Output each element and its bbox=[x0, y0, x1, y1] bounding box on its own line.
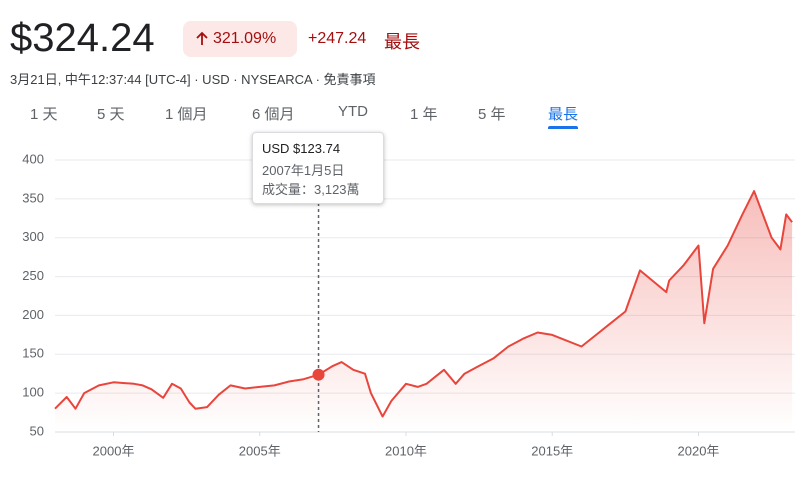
price-line bbox=[54, 190, 793, 418]
tooltip-price: USD $123.74 bbox=[262, 141, 341, 156]
change-badge: 321.09% bbox=[183, 21, 297, 57]
x-tick-label: 2020年 bbox=[678, 443, 720, 458]
range-label: 最長 bbox=[384, 32, 420, 52]
subline: 3月21日, 中午12:37:44 [UTC-4] · USD · NYSEAR… bbox=[10, 72, 376, 87]
y-tick-label: 350 bbox=[22, 190, 44, 205]
tab[interactable]: 1 個月 bbox=[165, 106, 208, 123]
y-tick-label: 150 bbox=[22, 346, 44, 361]
tab[interactable]: 6 個月 bbox=[252, 106, 295, 123]
tab[interactable]: 1 天 bbox=[30, 106, 58, 123]
x-tick-label: 2000年 bbox=[93, 443, 135, 458]
change: +247.24 bbox=[308, 30, 367, 47]
y-tick-label: 200 bbox=[22, 307, 44, 322]
area bbox=[55, 191, 793, 432]
y-tick-label: 300 bbox=[22, 229, 44, 244]
y-tick-label: 50 bbox=[30, 423, 44, 438]
x-tick-label: 2015年 bbox=[531, 443, 573, 458]
tooltip: USD $123.74 2007年1月5日 成交量：3,123萬 bbox=[252, 132, 384, 204]
tooltip-date: 2007年1月5日 bbox=[262, 163, 345, 178]
tab-underline bbox=[548, 126, 578, 129]
tab[interactable]: 5 天 bbox=[97, 106, 125, 123]
x-tick-label: 2005年 bbox=[239, 443, 281, 458]
price: $324.24 bbox=[10, 16, 155, 60]
x-tick-label: 2010年 bbox=[385, 443, 427, 458]
y-tick-label: 250 bbox=[22, 268, 44, 283]
y-tick-label: 400 bbox=[22, 151, 44, 166]
up-arrow bbox=[196, 31, 208, 45]
hover-point bbox=[312, 368, 325, 381]
change-percent: 321.09% bbox=[213, 30, 277, 47]
tooltip-volume: 成交量：3,123萬 bbox=[262, 182, 360, 197]
tab[interactable]: 1 年 bbox=[410, 106, 438, 123]
tab[interactable]: 最長 bbox=[548, 106, 579, 123]
tab[interactable]: YTD bbox=[338, 103, 368, 120]
tab[interactable]: 5 年 bbox=[478, 106, 506, 123]
y-tick-label: 100 bbox=[22, 385, 44, 400]
